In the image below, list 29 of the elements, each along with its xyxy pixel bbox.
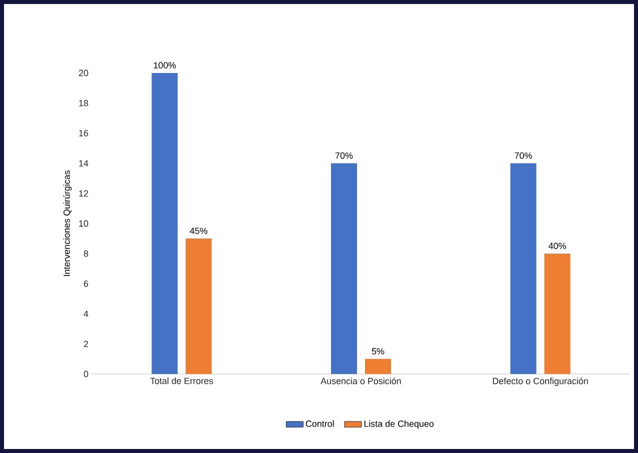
- x-tick-label: Defecto o Configuración: [492, 377, 588, 386]
- y-tick-label: 20: [78, 70, 88, 76]
- annotation: 70%: [514, 152, 532, 159]
- bar: [331, 163, 358, 374]
- y-tick-label: 12: [79, 190, 88, 197]
- y-axis-title: Intervenciones Quirúrgicas: [63, 170, 72, 276]
- bar: [186, 238, 212, 374]
- y-tick-label: 16: [79, 130, 88, 136]
- x-tick-label: Ausencia o Posición: [320, 377, 401, 384]
- annotation: 100%: [154, 62, 176, 68]
- y-tick-label: 10: [79, 220, 88, 227]
- bar: [544, 254, 570, 374]
- annotation: 40%: [548, 242, 566, 250]
- bar: [365, 358, 392, 374]
- y-tick-label: 0: [84, 370, 88, 378]
- annotation: 45%: [190, 228, 208, 234]
- y-tick-label: 6: [84, 280, 88, 287]
- y-tick-label: 18: [79, 100, 88, 106]
- bar: [152, 72, 178, 374]
- y-tick-label: 8: [84, 250, 88, 257]
- legend-label: Control: [306, 420, 334, 427]
- y-tick-label: 4: [84, 310, 88, 317]
- x-tick-label: Total de Errores: [150, 378, 213, 384]
- bar: [510, 163, 536, 374]
- legend-label: Lista de Chequeo: [364, 420, 434, 429]
- y-tick-label: 2: [84, 340, 88, 348]
- y-tick-label: 14: [79, 160, 88, 166]
- annotation: 5%: [372, 348, 384, 354]
- annotation: 70%: [335, 152, 353, 159]
